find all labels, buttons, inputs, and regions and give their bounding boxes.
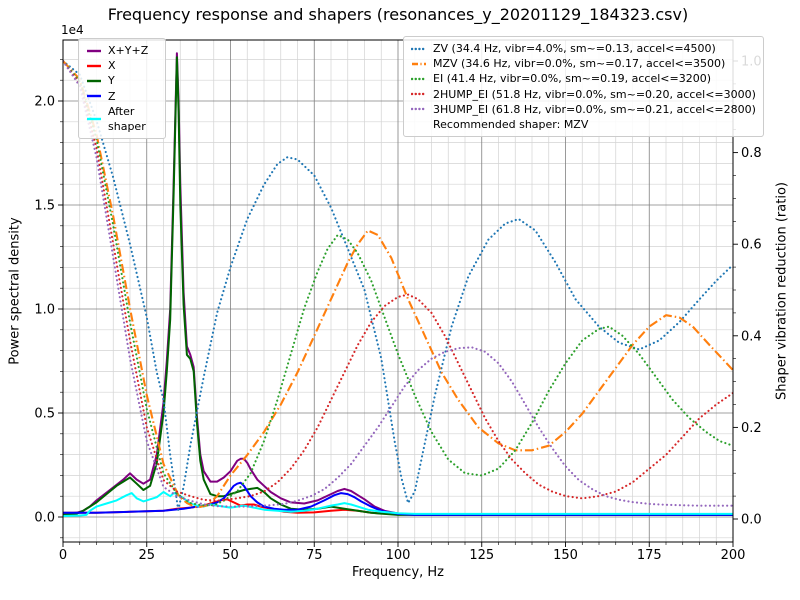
legend-item: Z (86, 89, 158, 104)
legend-psd: X+Y+Z X Y Z After shaper (78, 38, 166, 140)
y-right-tick-label: 0.0 (741, 513, 762, 528)
x-tick-label: 150 (553, 548, 578, 563)
legend-swatch (412, 62, 426, 65)
legend-recommended-note: Recommended shaper: MZV (433, 117, 589, 131)
series-x+y+z (63, 52, 733, 516)
legend-label: Y (108, 74, 115, 88)
legend-swatch (87, 117, 101, 121)
legend-label: MZV (34.6 Hz, vibr=0.0%, sm~=0.17, accel… (433, 57, 726, 71)
legend-label: ZV (34.4 Hz, vibr=4.0%, sm~=0.13, accel<… (433, 42, 716, 55)
x-tick-label: 25 (138, 548, 155, 563)
legend-swatch (87, 94, 101, 98)
y-axis-offset-text: 1e4 (61, 23, 84, 37)
chart-title: Frequency response and shapers (resonanc… (107, 5, 689, 24)
legend-label: After shaper (108, 104, 146, 133)
x-tick-label: 100 (386, 548, 411, 563)
legend-item: X+Y+Z (86, 43, 158, 58)
legend-item: X (86, 58, 158, 73)
legend-item: MZV (34.6 Hz, vibr=0.0%, sm~=0.17, accel… (411, 56, 756, 71)
y-axis-left-label: Power spectral density (7, 217, 23, 365)
legend-item: ZV (34.4 Hz, vibr=4.0%, sm~=0.13, accel<… (411, 41, 756, 56)
legend-label: 3HUMP_EI (61.8 Hz, vibr=0.0%, sm~=0.21, … (433, 102, 756, 116)
legend-item: 3HUMP_EI (61.8 Hz, vibr=0.0%, sm~=0.21, … (411, 102, 756, 117)
y-axis-right-label: Shaper vibration reduction (ratio) (774, 182, 790, 400)
x-tick-label: 175 (637, 548, 662, 563)
y-left-tick-label: 2.0 (34, 95, 55, 110)
y-right-tick-label: 0.8 (741, 146, 762, 161)
legend-label: X+Y+Z (108, 44, 149, 57)
series-zv (63, 59, 733, 511)
legend-label: X (108, 59, 116, 73)
legend-swatch (87, 64, 101, 67)
series-2hump_ei (63, 59, 733, 502)
y-left-tick-label: 0.0 (34, 511, 55, 526)
legend-swatch (411, 92, 427, 96)
x-tick-label: 200 (721, 548, 746, 563)
y-right-tick-label: 0.2 (741, 421, 762, 436)
legend-item: 2HUMP_EI (51.8 Hz, vibr=0.0%, sm~=0.20, … (411, 87, 756, 102)
y-left-tick-label: 1.0 (34, 303, 55, 318)
legend-item: After shaper (86, 104, 158, 134)
legend-item: EI (41.4 Hz, vibr=0.0%, sm~=0.19, accel<… (411, 71, 756, 86)
tick-labels: 0 25 50 75 100 125 150 175 200 0.0 0.5 1.0 1.5 2.0 0.0… (34, 55, 761, 564)
series-group (63, 52, 733, 517)
legend-swatch (411, 108, 427, 111)
legend-swatch (411, 77, 427, 81)
legend-label: 2HUMP_EI (51.8 Hz, vibr=0.0%, sm~=0.20, … (433, 87, 756, 101)
legend-shapers: ZV (34.4 Hz, vibr=4.0%, sm~=0.13, accel<… (403, 36, 764, 138)
y-right-tick-label: 0.4 (741, 329, 762, 344)
legend-swatch (87, 79, 101, 83)
legend-item: Y (86, 73, 158, 88)
series-ei (63, 59, 733, 507)
x-tick-label: 50 (222, 548, 239, 563)
x-tick-label: 125 (469, 548, 494, 563)
series-mzv (63, 60, 733, 509)
legend-swatch (87, 49, 101, 52)
y-right-tick-label: 0.6 (741, 238, 762, 253)
legend-swatch (411, 47, 427, 50)
legend-label: Z (108, 89, 116, 103)
y-left-tick-label: 0.5 (34, 407, 55, 422)
x-tick-label: 0 (59, 548, 67, 563)
y-left-tick-label: 1.5 (34, 199, 55, 214)
legend-label: EI (41.4 Hz, vibr=0.0%, sm~=0.19, accel<… (433, 72, 711, 86)
x-axis-label: Frequency, Hz (351, 565, 445, 580)
x-tick-label: 75 (306, 548, 323, 563)
series-3hump_ei (63, 59, 733, 508)
